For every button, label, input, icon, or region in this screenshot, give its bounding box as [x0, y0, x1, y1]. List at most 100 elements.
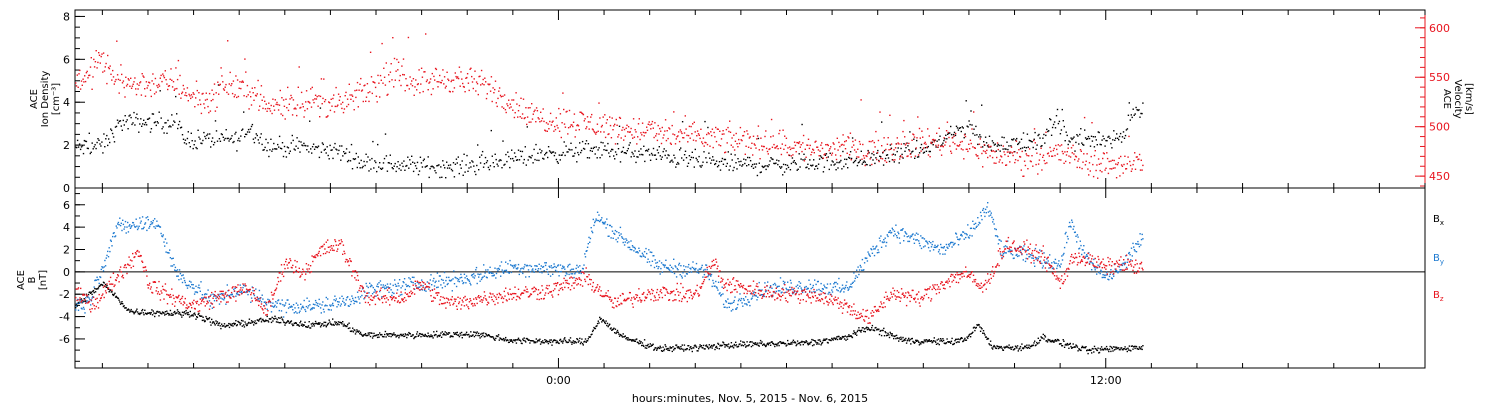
data-point [738, 138, 740, 141]
data-point [803, 153, 805, 155]
data-point [196, 89, 198, 92]
data-point [281, 142, 284, 144]
data-point [986, 145, 989, 147]
data-point [172, 257, 174, 259]
data-point [609, 224, 612, 227]
data-point [695, 346, 698, 348]
data-point [208, 317, 211, 319]
data-point [487, 83, 489, 85]
data-point [218, 303, 221, 305]
data-point [1106, 152, 1108, 154]
data-point [892, 159, 894, 161]
data-point [93, 291, 95, 294]
data-point [352, 297, 354, 300]
data-point [569, 269, 572, 271]
data-point [666, 130, 668, 132]
data-point [537, 117, 539, 119]
data-point [780, 342, 782, 345]
data-point [375, 95, 378, 97]
data-point [1023, 347, 1025, 349]
data-point [213, 93, 215, 96]
data-point [295, 322, 298, 324]
data-point [1115, 346, 1118, 348]
data-point [760, 342, 762, 345]
data-point [231, 83, 233, 85]
data-point [471, 273, 473, 276]
data-point [146, 87, 148, 89]
data-point [642, 344, 644, 347]
data-point [814, 168, 816, 170]
data-point [556, 161, 559, 163]
data-point [821, 157, 824, 160]
data-point [473, 331, 475, 333]
data-point [83, 139, 86, 142]
data-point [620, 137, 622, 139]
data-point [541, 272, 543, 274]
data-point [1007, 347, 1010, 349]
data-point [916, 137, 918, 139]
data-point [203, 297, 205, 299]
data-point [188, 142, 190, 144]
data-point [694, 344, 696, 346]
data-point [509, 339, 511, 341]
data-point [146, 229, 148, 232]
data-point [424, 166, 426, 168]
data-point [614, 332, 616, 334]
data-point [385, 62, 387, 64]
data-point [1047, 338, 1049, 341]
data-point [143, 226, 145, 229]
data-point [710, 273, 713, 276]
data-point [870, 156, 872, 159]
data-point [691, 151, 693, 153]
data-point [753, 342, 755, 344]
data-point [505, 261, 507, 263]
data-point [821, 147, 824, 150]
data-point [333, 146, 335, 149]
data-point [581, 113, 584, 115]
data-point [760, 137, 762, 139]
data-point [1008, 145, 1010, 147]
data-point [625, 338, 627, 340]
data-point [403, 335, 406, 337]
data-point [77, 146, 80, 148]
data-point [266, 308, 268, 310]
data-point [1001, 162, 1004, 164]
data-point [141, 125, 143, 127]
data-point [133, 111, 135, 114]
data-point [1010, 348, 1012, 350]
data-point [371, 332, 373, 334]
data-point [908, 337, 910, 340]
data-point [200, 281, 202, 283]
data-point [212, 144, 215, 146]
data-point [1095, 139, 1097, 141]
data-point [540, 111, 542, 113]
data-point [579, 265, 581, 267]
data-point [998, 345, 1000, 348]
data-point [300, 106, 302, 109]
data-point [886, 334, 888, 336]
data-point [421, 333, 424, 335]
data-point [927, 340, 930, 342]
data-point [658, 260, 661, 262]
data-point [610, 237, 612, 239]
data-point [1025, 346, 1027, 349]
data-point [652, 147, 655, 150]
data-point [500, 261, 503, 263]
data-point [631, 249, 633, 251]
data-point [1061, 150, 1064, 153]
data-point [486, 93, 488, 95]
data-point [443, 271, 446, 274]
data-point [592, 129, 594, 131]
data-point [1015, 140, 1018, 142]
data-point [591, 150, 593, 152]
data-point [742, 345, 745, 347]
data-point [689, 137, 691, 139]
data-point [291, 323, 293, 325]
data-point [663, 264, 665, 266]
data-point [965, 339, 968, 341]
data-point [437, 335, 439, 337]
data-point [727, 298, 729, 300]
data-point [1029, 345, 1032, 348]
data-point [759, 342, 761, 344]
data-point [154, 315, 156, 318]
